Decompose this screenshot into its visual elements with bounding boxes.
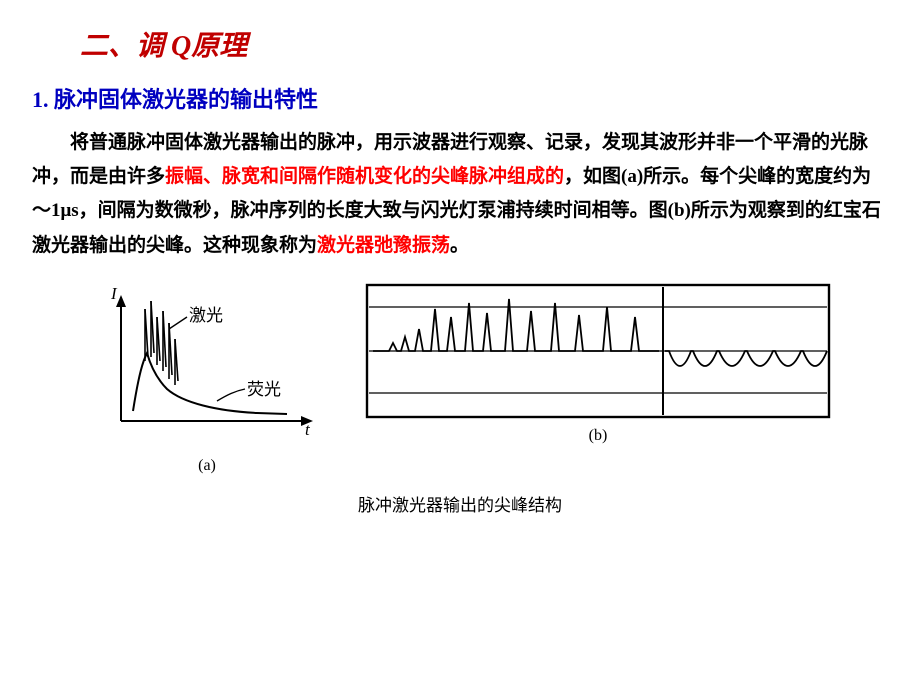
- figure-a-svg: It 激光荧光: [87, 281, 327, 451]
- svg-text:激光: 激光: [189, 306, 223, 325]
- subhead-text: 脉冲固体激光器的输出特性: [49, 87, 319, 112]
- figure-a-label: (a): [198, 457, 216, 475]
- figure-b-label: (b): [589, 427, 608, 445]
- figure-b: (b): [363, 281, 833, 445]
- para-highlight-2: 激光器弛豫振荡: [317, 235, 450, 256]
- para-highlight-1: 振幅、脉宽和间隔作随机变化的尖峰脉冲组成的: [165, 166, 564, 187]
- figure-caption: 脉冲激光器输出的尖峰结构: [32, 491, 888, 516]
- section-title: 二、调 Q原理: [80, 24, 888, 64]
- para-t3: 。: [450, 235, 469, 256]
- svg-text:t: t: [305, 420, 311, 439]
- svg-text:I: I: [110, 284, 118, 303]
- figure-a: It 激光荧光 (a): [87, 281, 327, 475]
- figure-row: It 激光荧光 (a) (b): [32, 281, 888, 475]
- title-prefix: 二、调: [80, 31, 171, 62]
- title-q: Q: [171, 31, 191, 62]
- body-paragraph: 将普通脉冲固体激光器输出的脉冲，用示波器进行观察、记录，发现其波形并非一个平滑的…: [32, 126, 888, 263]
- figure-b-svg: [363, 281, 833, 421]
- subhead-num: 1.: [32, 87, 49, 112]
- subsection-heading: 1. 脉冲固体激光器的输出特性: [32, 82, 888, 114]
- svg-text:荧光: 荧光: [247, 380, 281, 399]
- title-suffix: 原理: [191, 31, 247, 62]
